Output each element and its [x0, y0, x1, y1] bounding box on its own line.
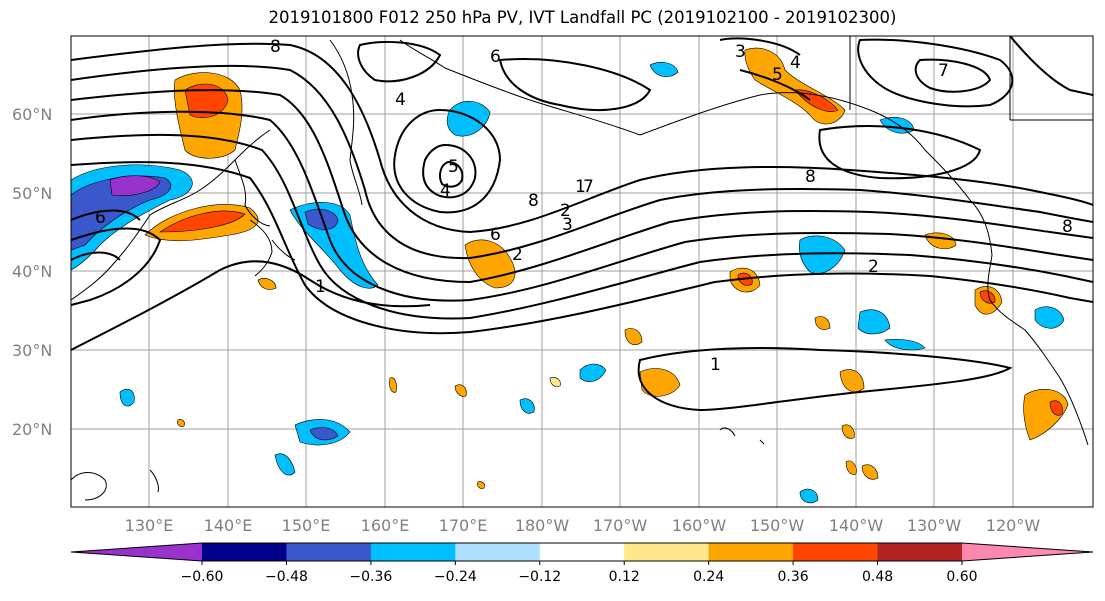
contour-label: 6 [95, 208, 106, 228]
contour-label: 7 [583, 177, 594, 197]
contour-label: 8 [1062, 217, 1073, 237]
colorbar-segment [793, 543, 879, 561]
contour-label: 4 [790, 53, 801, 73]
lat-label-20n: 20°N [12, 420, 52, 439]
contour-label: 8 [805, 167, 816, 187]
lon-label: 130°E [125, 516, 174, 535]
lon-label: 150°E [282, 516, 331, 535]
contour-label: 2 [512, 245, 523, 265]
contour-label: 4 [395, 90, 406, 110]
lon-label: 130°W [907, 516, 962, 535]
lon-label: 120°W [986, 516, 1041, 535]
colorbar-tick-label: 0.24 [693, 569, 724, 585]
colorbar-tick-label: 0.12 [609, 569, 640, 585]
colorbar-segment [708, 543, 794, 561]
negative-shading [71, 62, 1065, 504]
colorbar-extend-high [962, 543, 1093, 561]
contour-labels: 8 6 4 5 7 3 4 5 8 1 2 6 4 3 8 6 2 1 2 1 … [95, 37, 1073, 375]
contour-label: 3 [735, 42, 746, 62]
contour-label: 1 [710, 355, 721, 375]
longitude-labels: 130°E 140°E 150°E 160°E 170°E 180°W 170°… [125, 516, 1041, 535]
contour-label: 1 [575, 177, 586, 197]
lon-label: 150°W [750, 516, 805, 535]
lon-label: 140°W [829, 516, 884, 535]
contour-label: 8 [528, 191, 539, 211]
contour-label: 6 [490, 47, 501, 67]
colorbar-segment [877, 543, 963, 561]
coastlines [71, 36, 1093, 501]
colorbar-tick-label: −0.36 [349, 569, 392, 585]
colorbar-tick-label: −0.12 [518, 569, 561, 585]
colorbar-segment [539, 543, 625, 561]
colorbar-tick-label: 0.48 [862, 569, 893, 585]
lat-label-30n: 30°N [12, 341, 52, 360]
colorbar-segment [624, 543, 710, 561]
contour-label: 6 [490, 225, 501, 245]
map-title: 2019101800 F012 250 hPa PV, IVT Landfall… [268, 8, 897, 27]
lat-label-50n: 50°N [12, 184, 52, 203]
contour-label: 2 [868, 257, 879, 277]
lon-label: 160°E [361, 516, 410, 535]
latitude-labels: 60°N 50°N 40°N 30°N 20°N [12, 105, 52, 439]
pv-contours [71, 36, 1093, 412]
contour-label: 2 [560, 201, 571, 221]
contour-label: 8 [270, 37, 281, 57]
contour-label: 7 [938, 61, 949, 81]
lon-label: 140°E [204, 516, 253, 535]
colorbar-segment [202, 543, 287, 561]
colorbar-tick-label: −0.48 [265, 569, 308, 585]
colorbar: −0.60 −0.48 −0.36 −0.24 −0.12 0.12 0.24 0.36 0.4… [70, 542, 1094, 585]
lon-label: 170°W [593, 516, 648, 535]
lat-label-60n: 60°N [12, 105, 52, 124]
contour-label: 1 [315, 277, 326, 297]
contour-label: 4 [440, 181, 451, 201]
colorbar-segment [455, 543, 541, 561]
lon-label: 160°W [672, 516, 727, 535]
colorbar-segment [370, 543, 456, 561]
contour-label: 3 [562, 215, 573, 235]
colorbar-tick-label: 0.36 [778, 569, 809, 585]
lon-label: 180°W [515, 516, 570, 535]
colorbar-tick-label: −0.60 [181, 569, 224, 585]
colorbar-tick-label: 0.60 [946, 569, 977, 585]
contour-label: 5 [772, 65, 783, 85]
lon-label: 170°E [439, 516, 488, 535]
colorbar-segment [286, 543, 372, 561]
lat-label-40n: 40°N [12, 262, 52, 281]
colorbar-tick-label: −0.24 [434, 569, 477, 585]
map-border [70, 35, 1094, 508]
contour-label: 5 [448, 157, 459, 177]
colorbar-extend-low [71, 543, 202, 561]
